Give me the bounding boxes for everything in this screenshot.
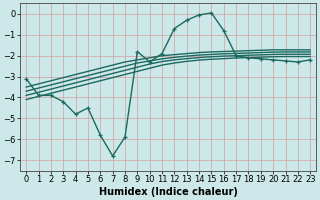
X-axis label: Humidex (Indice chaleur): Humidex (Indice chaleur) [99, 187, 238, 197]
